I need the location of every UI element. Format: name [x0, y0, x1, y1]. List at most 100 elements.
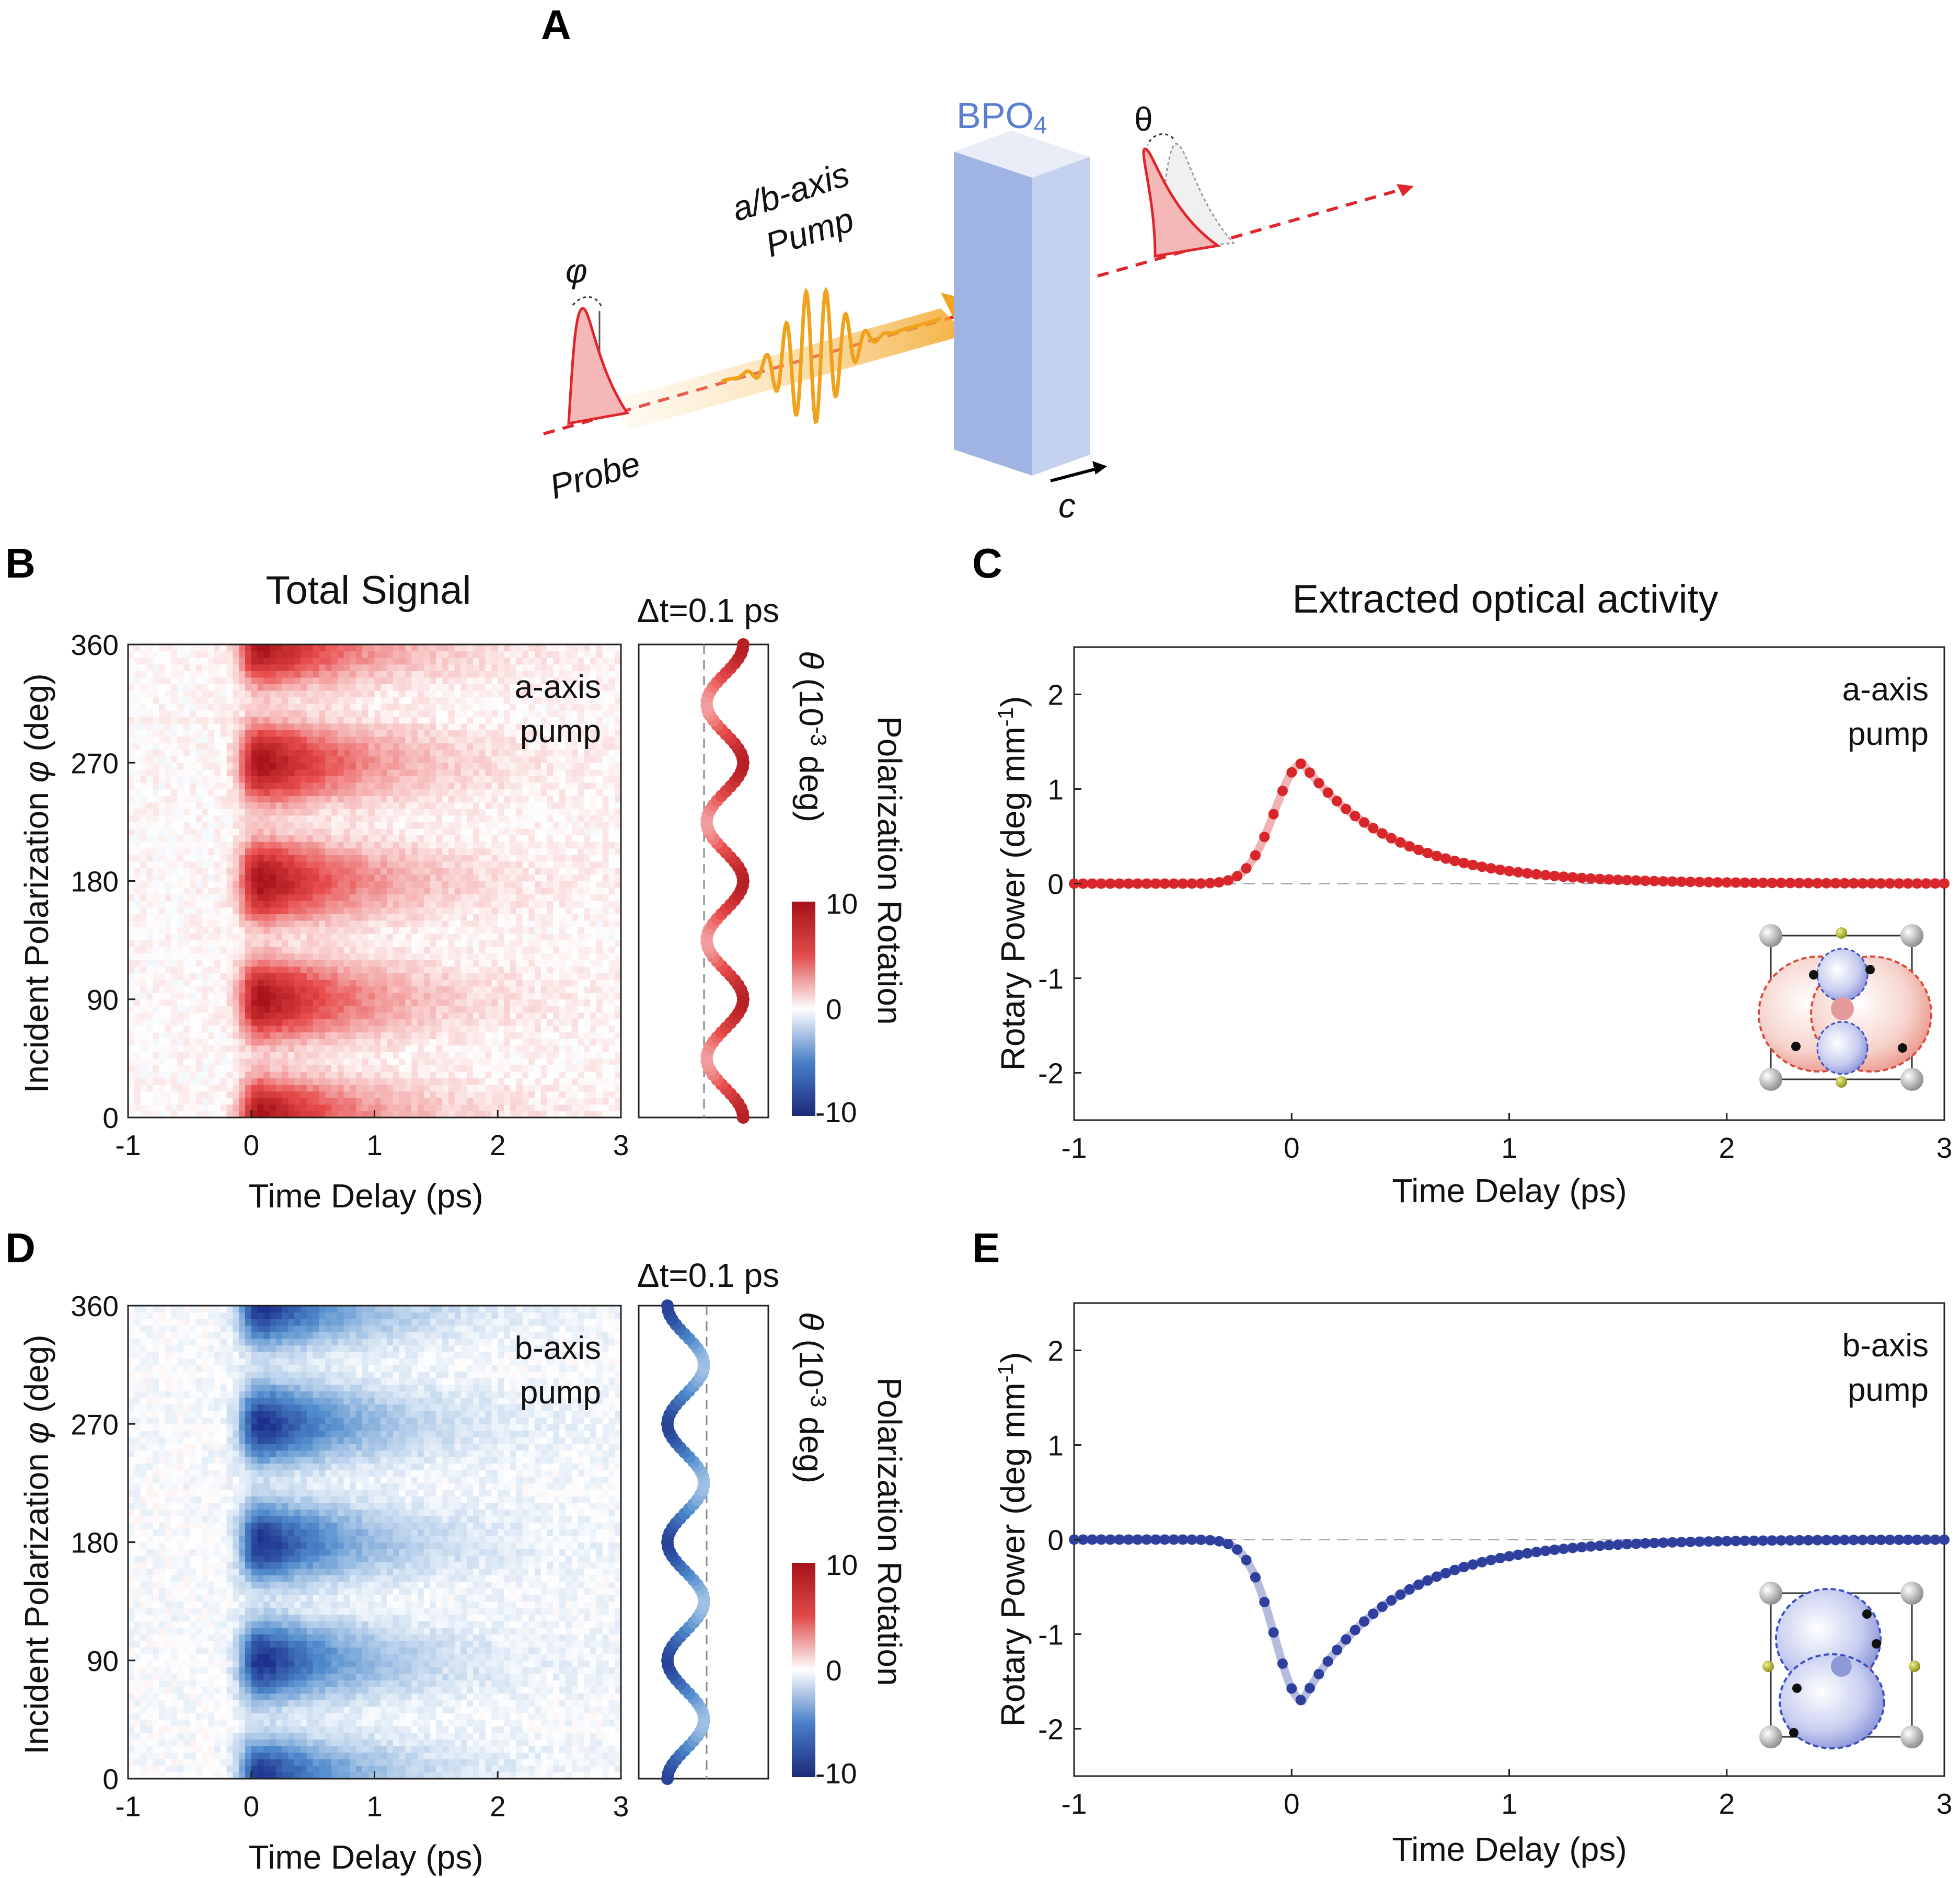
heatmap-cell: [158, 815, 166, 822]
heatmap-cell: [516, 1091, 523, 1098]
heatmap-cell: [528, 960, 535, 967]
heatmap-cell: [202, 750, 209, 757]
heatmap-cell: [301, 815, 307, 822]
heatmap-cell: [547, 651, 554, 658]
heatmap-cell: [350, 717, 356, 724]
heatmap-cell: [522, 1006, 529, 1013]
heatmap-cell: [448, 1111, 455, 1118]
heatmap-cell: [491, 842, 498, 849]
heatmap-cell: [491, 677, 498, 685]
heatmap-cell: [479, 723, 486, 730]
heatmap-cell: [343, 776, 350, 783]
heatmap-cell: [245, 1104, 252, 1112]
heatmap-cell: [177, 842, 184, 849]
heatmap-cell: [418, 671, 424, 678]
heatmap-cell: [473, 776, 480, 783]
heatmap-cell: [540, 1052, 548, 1059]
heatmap-cell: [553, 1091, 560, 1098]
heatmap-cell: [343, 1078, 350, 1085]
heatmap-cell: [337, 1039, 344, 1046]
heatmap-cell: [393, 664, 400, 671]
heatmap-cell: [319, 901, 326, 908]
heatmap-cell: [418, 756, 424, 763]
heatmap-cell: [165, 723, 172, 730]
heatmap-cell: [405, 802, 412, 809]
heatmap-cell: [245, 1072, 252, 1079]
heatmap-cell: [356, 973, 363, 980]
heatmap-cell: [368, 940, 375, 947]
heatmap-cell: [301, 1111, 307, 1118]
heatmap-cell: [233, 1065, 239, 1072]
heatmap-cell: [430, 736, 436, 744]
heatmap-cell: [306, 980, 314, 987]
heatmap-cell: [442, 710, 449, 717]
heatmap-cell: [522, 1026, 529, 1033]
heatmap-cell: [171, 677, 178, 685]
heatmap-cell: [467, 677, 474, 685]
heatmap-cell: [405, 973, 412, 980]
heatmap-cell: [294, 947, 301, 954]
heatmap-cell: [294, 664, 301, 671]
heatmap-cell: [485, 947, 492, 954]
heatmap-cell: [528, 1072, 535, 1079]
heatmap-cell: [319, 717, 326, 724]
heatmap-cell: [362, 828, 369, 836]
heatmap-cell: [189, 1052, 197, 1059]
heatmap-cell: [387, 796, 394, 803]
heatmap-cell: [294, 756, 301, 763]
heatmap-cell: [423, 993, 431, 1000]
heatmap-cell: [356, 960, 363, 967]
heatmap-cell: [356, 868, 363, 875]
heatmap-cell: [251, 901, 258, 908]
heatmap-cell: [387, 868, 394, 875]
heatmap-cell: [368, 1104, 375, 1112]
heatmap-cell: [257, 881, 264, 888]
heatmap-cell: [239, 1032, 246, 1039]
heatmap-cell: [202, 888, 209, 895]
heatmap-cell: [140, 697, 147, 704]
heatmap-cell: [301, 677, 307, 685]
heatmap-cell: [257, 1058, 264, 1066]
heatmap-cell: [491, 927, 498, 934]
heatmap-cell: [534, 861, 541, 868]
heatmap-cell: [331, 644, 338, 652]
heatmap-cell: [454, 1104, 462, 1112]
heatmap-cell: [301, 960, 307, 967]
heatmap-cell: [251, 940, 258, 947]
heatmap-cell: [381, 644, 387, 652]
heatmap-cell: [239, 802, 246, 809]
heatmap-cell: [275, 1072, 283, 1079]
heatmap-cell: [275, 828, 283, 836]
heatmap-cell: [282, 874, 289, 882]
heatmap-cell: [399, 658, 406, 665]
heatmap-cell: [362, 842, 369, 849]
heatmap-cell: [288, 815, 295, 822]
heatmap-cell: [282, 796, 289, 803]
heatmap-cell: [381, 763, 387, 770]
heatmap-cell: [411, 1091, 418, 1098]
heatmap-cell: [393, 848, 400, 855]
heatmap-cell: [208, 947, 215, 954]
heatmap-cell: [368, 789, 375, 796]
heatmap-cell: [306, 894, 314, 901]
heatmap-cell: [128, 704, 135, 711]
heatmap-cell: [337, 690, 344, 698]
heatmap-cell: [208, 763, 215, 770]
heatmap-cell: [245, 920, 252, 928]
heatmap-cell: [528, 644, 535, 652]
heatmap-cell: [263, 809, 270, 816]
heatmap-cell: [288, 1026, 295, 1033]
heatmap-cell: [405, 940, 412, 947]
heatmap-cell: [460, 1065, 467, 1072]
heatmap-cell: [387, 750, 394, 757]
heatmap-cell: [146, 980, 153, 987]
heatmap-cell: [448, 993, 455, 1000]
heatmap-cell: [128, 710, 135, 717]
heatmap-cell: [220, 644, 227, 652]
heatmap-cell: [454, 763, 462, 770]
heatmap-cell: [158, 855, 166, 862]
heatmap-cell: [405, 1072, 412, 1079]
heatmap-cell: [393, 927, 400, 934]
heatmap-cell: [454, 1026, 462, 1033]
heatmap-cell: [362, 1065, 369, 1072]
